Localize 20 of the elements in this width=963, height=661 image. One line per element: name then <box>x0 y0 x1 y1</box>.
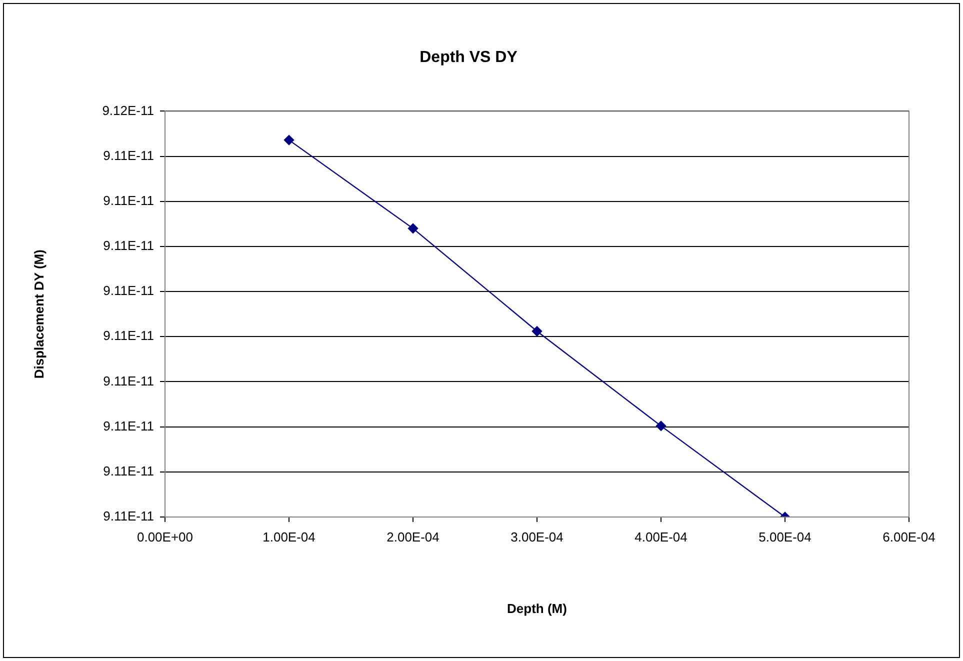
y-tick-label: 9.11E-11 <box>103 192 154 208</box>
y-tick-label: 9.11E-11 <box>103 373 154 388</box>
x-tick-label: 1.00E-04 <box>262 529 316 544</box>
y-axis-title: Displacement DY (M) <box>31 250 46 379</box>
y-tick-label: 9.11E-11 <box>103 463 154 478</box>
x-tick-label: 4.00E-04 <box>634 529 688 544</box>
y-tick-label: 9.11E-11 <box>103 328 154 344</box>
chart-title: Depth VS DY <box>420 49 518 66</box>
x-tick-label: 2.00E-04 <box>386 529 440 544</box>
y-tick-label: 9.12E-11 <box>102 102 154 118</box>
x-tick-label: 3.00E-04 <box>510 529 564 544</box>
x-tick-label: 6.00E-04 <box>882 529 936 544</box>
y-tick-label: 9.11E-11 <box>103 148 154 163</box>
x-axis-title: Depth (M) <box>507 600 567 616</box>
y-tick-label: 9.11E-11 <box>103 283 154 298</box>
x-tick-label: 0.00E+00 <box>136 529 194 544</box>
y-tick-label: 9.11E-11 <box>103 238 154 254</box>
y-tick-label: 9.11E-11 <box>103 418 154 434</box>
x-tick-label: 5.00E-04 <box>758 529 812 544</box>
y-tick-label: 9.11E-11 <box>103 508 154 524</box>
